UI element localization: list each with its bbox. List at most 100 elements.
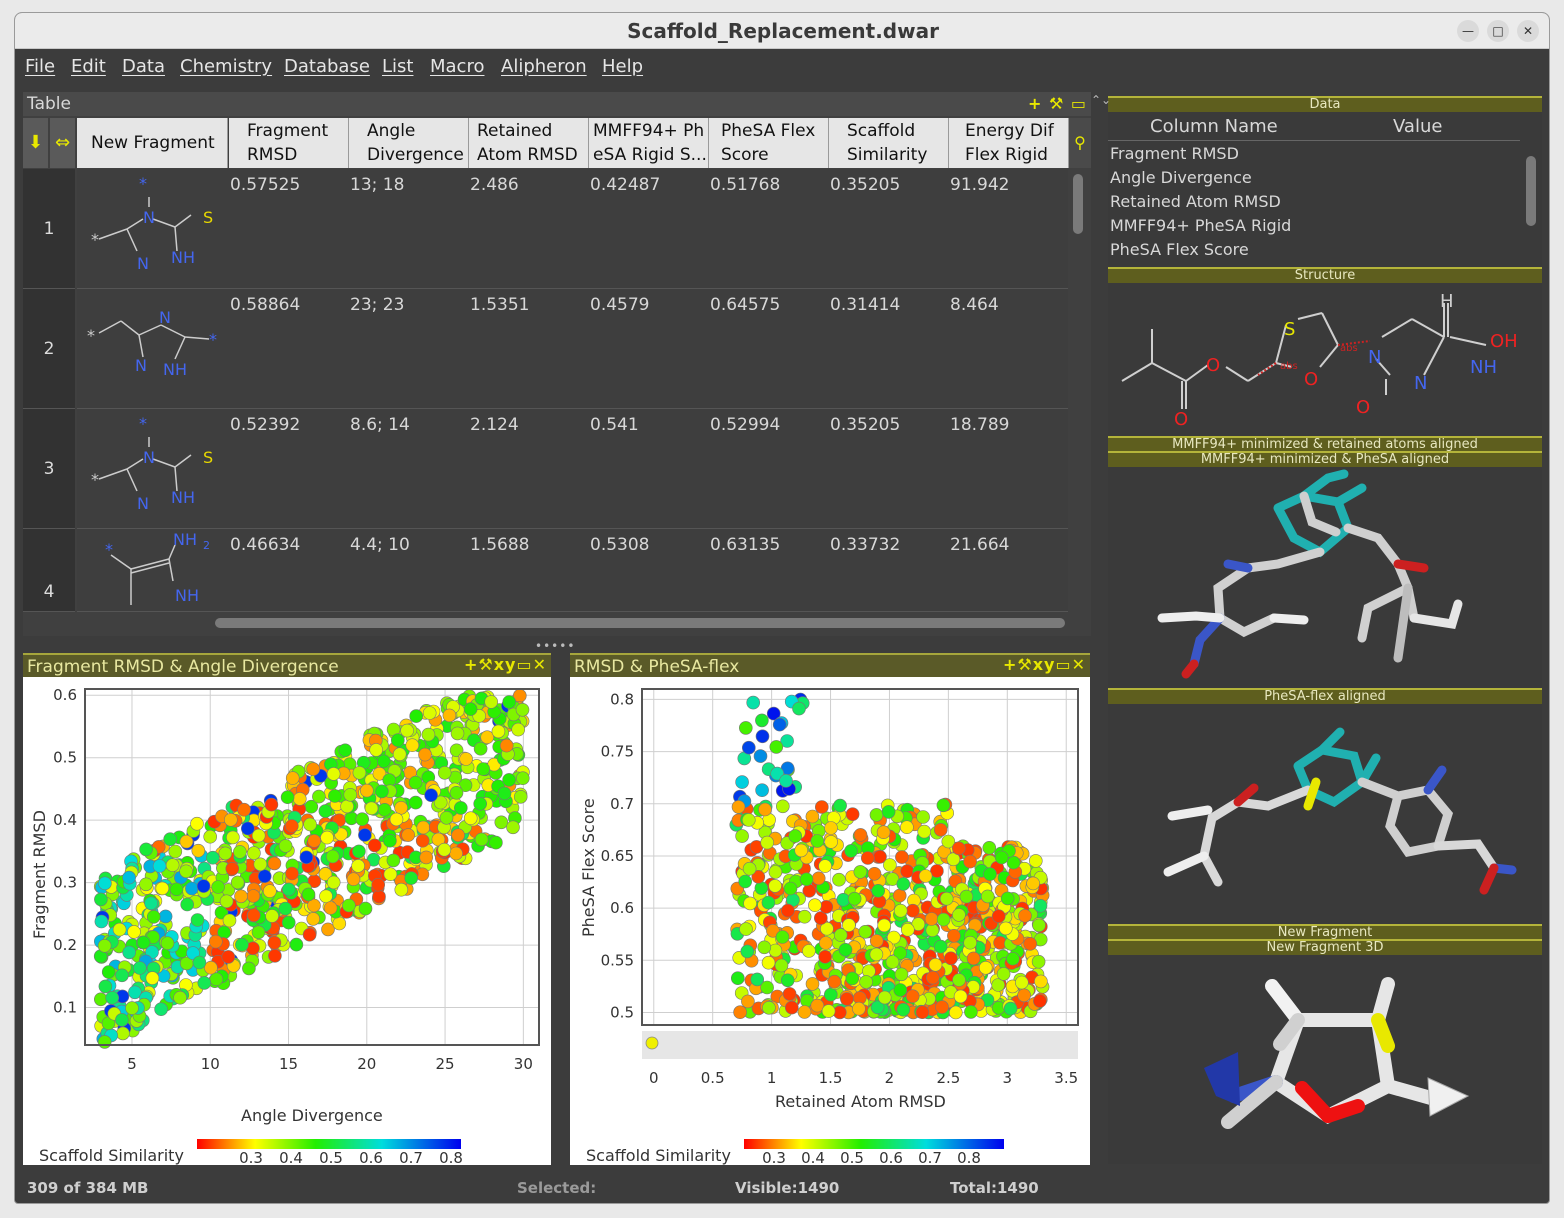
data-point [924, 912, 939, 926]
data-point [226, 830, 240, 845]
maximize-icon[interactable]: □ [1487, 20, 1509, 42]
table-row[interactable]: * NH 2 NH 0.46634 4.4; 10 1.5688 0.5308 … [77, 529, 1068, 612]
scatter-chart-2[interactable]: 0 0.5 1 1.5 2 2.5 3 3.5 0.5 0.55 0.6 0.65 0.7 0.75 0.8… [570, 677, 1090, 1165]
title-bar: Scaffold_Replacement.dwar — □ ✕ [15, 13, 1549, 49]
table-row[interactable]: * * N S N NH 0.57525 13; 18 2.486 0.4248… [77, 169, 1068, 289]
scatter-panel-rmsd-phesa: RMSD & PheSA-flex +⚒xy▭✕ 0 0.5 1 1.5 2 2.5 3 3.… [570, 653, 1090, 1165]
data-point [169, 882, 184, 897]
menu-chemistry[interactable]: Chemistry [180, 56, 273, 77]
wrench-icon[interactable]: ⚒ [478, 655, 494, 674]
data-point [302, 927, 317, 942]
detail-row[interactable]: MMFF94+ PheSA Rigid [1110, 216, 1292, 235]
column-header-new-fragment[interactable]: New Fragment [77, 118, 228, 168]
maximize-view-icon[interactable]: ▭ [1070, 94, 1087, 113]
data-point [372, 889, 386, 904]
data-point [513, 790, 528, 804]
minimize-icon[interactable]: — [1457, 20, 1479, 42]
add-view-icon[interactable]: + [1027, 94, 1043, 113]
data-point [959, 889, 974, 904]
data-point [449, 743, 464, 758]
data-point [225, 861, 240, 876]
conformer-3d-view-1[interactable] [1108, 468, 1542, 686]
data-point [94, 914, 109, 929]
conformer-3d-view-2[interactable] [1108, 706, 1542, 924]
column-header-retained-atom-rmsd[interactable]: Retained Atom RMSD [469, 118, 589, 168]
data-point [494, 815, 509, 830]
svg-text:NH: NH [171, 488, 195, 507]
add-view-icon[interactable]: + [463, 655, 479, 674]
data-point [267, 856, 282, 871]
column-header-angle-divergence[interactable]: Angle Divergence [349, 118, 469, 168]
xy-icon[interactable]: xy [493, 655, 517, 674]
add-view-icon[interactable]: + [1002, 655, 1018, 674]
menu-edit[interactable]: Edit [71, 56, 106, 77]
data-point [964, 1005, 978, 1019]
section-new-fragment-3d[interactable]: New Fragment 3D [1108, 939, 1542, 955]
menu-help[interactable]: Help [602, 56, 644, 77]
column-header-fragment-rmsd[interactable]: Fragment RMSD [229, 118, 349, 168]
section-structure[interactable]: Structure [1108, 267, 1542, 283]
menu-list[interactable]: List [382, 56, 414, 77]
splitter-handle[interactable]: ••••• [535, 639, 576, 653]
menu-data[interactable]: Data [122, 56, 165, 77]
menu-file[interactable]: File [25, 56, 56, 77]
detail-panel: Data Column Name Value Fragment RMSD Ang… [1108, 96, 1542, 1164]
data-point [1034, 974, 1048, 989]
scatter-chart-1[interactable]: 5 10 15 20 25 30 0.1 0.2 0.3 0.4 0.5 0.6 Angle Dive… [23, 677, 551, 1165]
data-point [1023, 936, 1038, 951]
table-row[interactable]: * N * N NH 0.58864 23; 23 1.5351 0.4579 … [77, 289, 1068, 409]
maximize-view-icon[interactable]: ▭ [516, 655, 533, 674]
xy-icon[interactable]: xy [1032, 655, 1056, 674]
menu-database[interactable]: Database [284, 56, 370, 77]
detail-row[interactable]: Retained Atom RMSD [1110, 192, 1281, 211]
cell-angle-divergence: 8.6; 14 [350, 415, 410, 435]
wrench-icon[interactable]: ⚒ [1017, 655, 1033, 674]
data-point [515, 771, 530, 785]
section-new-fragment[interactable]: New Fragment [1108, 924, 1542, 940]
data-point [424, 788, 438, 802]
data-point [799, 872, 814, 887]
close-view-icon[interactable]: ✕ [1071, 655, 1086, 674]
column-header-energy-dif[interactable]: Energy Dif Flex Rigid [949, 118, 1069, 168]
data-point [405, 738, 420, 752]
data-point [204, 960, 218, 975]
section-mmff-phesa[interactable]: MMFF94+ minimized & PheSA aligned [1108, 451, 1542, 467]
maximize-view-icon[interactable]: ▭ [1055, 655, 1072, 674]
detail-row[interactable]: Fragment RMSD [1110, 144, 1239, 163]
section-data[interactable]: Data [1108, 96, 1542, 112]
data-point [1028, 854, 1043, 868]
vertical-scrollbar[interactable] [1073, 174, 1083, 234]
column-header-mmff-phesa[interactable]: MMFF94+ Ph eSA Rigid S... [589, 118, 709, 168]
collapse-arrows-icon[interactable]: ⌃⌄ [1091, 93, 1112, 107]
wrench-icon[interactable]: ⚒ [1048, 94, 1065, 113]
data-point [116, 1026, 130, 1041]
data-point [783, 881, 798, 896]
menu-alipheron[interactable]: Alipheron [501, 56, 587, 77]
detail-scrollbar[interactable] [1526, 156, 1536, 226]
close-icon[interactable]: ✕ [1517, 20, 1539, 42]
data-point [936, 912, 951, 927]
status-visible: Visible:1490 [735, 1179, 840, 1197]
cell-mmff-phesa: 0.5308 [590, 535, 650, 555]
data-point [155, 881, 170, 896]
search-icon[interactable]: ⚲ [1069, 118, 1091, 168]
svg-text:2: 2 [203, 539, 210, 552]
sort-down-icon[interactable]: ⬇ [23, 118, 48, 168]
section-phesa-flex[interactable]: PheSA-flex aligned [1108, 688, 1542, 704]
column-header-phesa-flex[interactable]: PheSA Flex Score [709, 118, 829, 168]
fragment-3d-view[interactable] [1108, 956, 1542, 1164]
detail-row[interactable]: Angle Divergence [1110, 168, 1252, 187]
column-header-scaffold-similarity[interactable]: Scaffold Similarity [829, 118, 949, 168]
svg-text:*: * [139, 414, 147, 433]
detail-row[interactable]: PheSA Flex Score [1110, 240, 1249, 259]
data-point [1018, 909, 1032, 923]
resize-columns-icon[interactable]: ⇔ [50, 118, 75, 168]
data-point [896, 1002, 911, 1017]
data-point [991, 909, 1006, 923]
section-mmff-retained[interactable]: MMFF94+ minimized & retained atoms align… [1108, 436, 1542, 452]
menu-macro[interactable]: Macro [430, 56, 485, 77]
close-view-icon[interactable]: ✕ [532, 655, 547, 674]
data-point [355, 812, 370, 826]
table-row[interactable]: * * N S N NH 0.52392 8.6; 14 2.124 0.541… [77, 409, 1068, 529]
horizontal-scrollbar[interactable] [215, 618, 1065, 628]
